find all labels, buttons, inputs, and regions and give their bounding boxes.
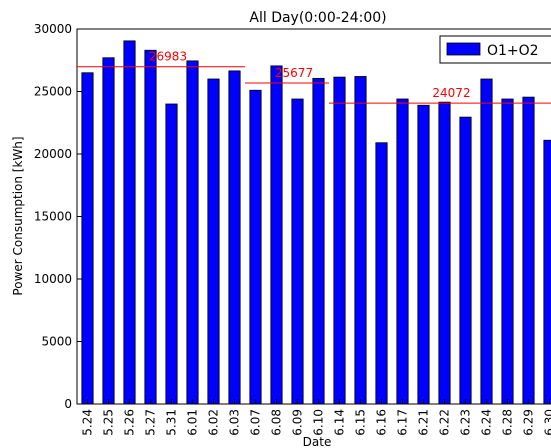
x-tick-label: 6.28: [501, 409, 515, 436]
x-tick-label: 6.23: [459, 409, 473, 436]
bar: [207, 78, 220, 405]
bar: [165, 103, 178, 405]
x-tick-label: 6.21: [417, 409, 431, 436]
x-tick-label: 6.16: [375, 409, 389, 436]
x-tick-label: 5.26: [123, 409, 137, 436]
y-axis-label: Power Consumption [kWh]: [11, 136, 25, 295]
bar: [459, 116, 472, 405]
bar: [354, 76, 367, 405]
x-tick-label: 5.27: [144, 409, 158, 436]
average-label: 26983: [149, 50, 187, 64]
x-tick-label: 6.14: [333, 409, 347, 436]
chart-title: All Day(0:00-24:00): [249, 10, 386, 26]
y-tick-label: 10000: [34, 272, 72, 286]
bar: [228, 70, 241, 405]
x-tick-label: 6.10: [312, 409, 326, 436]
x-tick-label: 6.08: [270, 409, 284, 436]
x-tick-label: 6.09: [291, 409, 305, 436]
x-tick-label: 5.25: [102, 409, 116, 436]
bar: [312, 77, 325, 405]
x-tick-label: 6.30: [543, 409, 551, 436]
x-tick-label: 6.15: [354, 409, 368, 436]
bar: [249, 89, 262, 405]
x-tick-label: 6.03: [228, 409, 242, 436]
y-tick-label: 25000: [34, 85, 72, 99]
y-tick-label: 0: [64, 397, 72, 411]
bar: [417, 104, 430, 405]
bar: [144, 49, 157, 405]
bar: [396, 98, 409, 405]
bar: [186, 60, 199, 405]
y-tick-label: 30000: [34, 22, 72, 36]
bar: [480, 78, 493, 405]
bar: [123, 40, 136, 405]
x-tick-label: 6.24: [480, 409, 494, 436]
x-tick-label: 6.22: [438, 409, 452, 436]
x-tick-label: 6.07: [249, 409, 263, 436]
bar: [270, 65, 283, 405]
x-tick-label: 6.29: [522, 409, 536, 436]
bar: [102, 57, 115, 405]
y-tick-label: 5000: [41, 335, 72, 349]
legend-label: O1+O2: [487, 43, 539, 59]
x-axis-label: Date: [303, 435, 332, 448]
bar: [291, 98, 304, 405]
bar: [438, 101, 451, 405]
bar: [543, 139, 551, 405]
x-tick-label: 5.31: [165, 409, 179, 436]
y-tick-label: 20000: [34, 147, 72, 161]
bar: [375, 142, 388, 405]
x-tick-label: 6.02: [207, 409, 221, 436]
average-label: 24072: [432, 86, 470, 100]
x-tick-label: 6.17: [396, 409, 410, 436]
bar: [333, 76, 346, 405]
legend-swatch: [446, 42, 481, 56]
x-tick-label: 6.01: [186, 409, 200, 436]
x-tick-label: 5.24: [81, 409, 95, 436]
y-tick-label: 15000: [34, 210, 72, 224]
bar: [81, 72, 94, 405]
average-label: 25677: [275, 66, 313, 80]
bar: [522, 96, 535, 405]
bar: [501, 98, 514, 405]
